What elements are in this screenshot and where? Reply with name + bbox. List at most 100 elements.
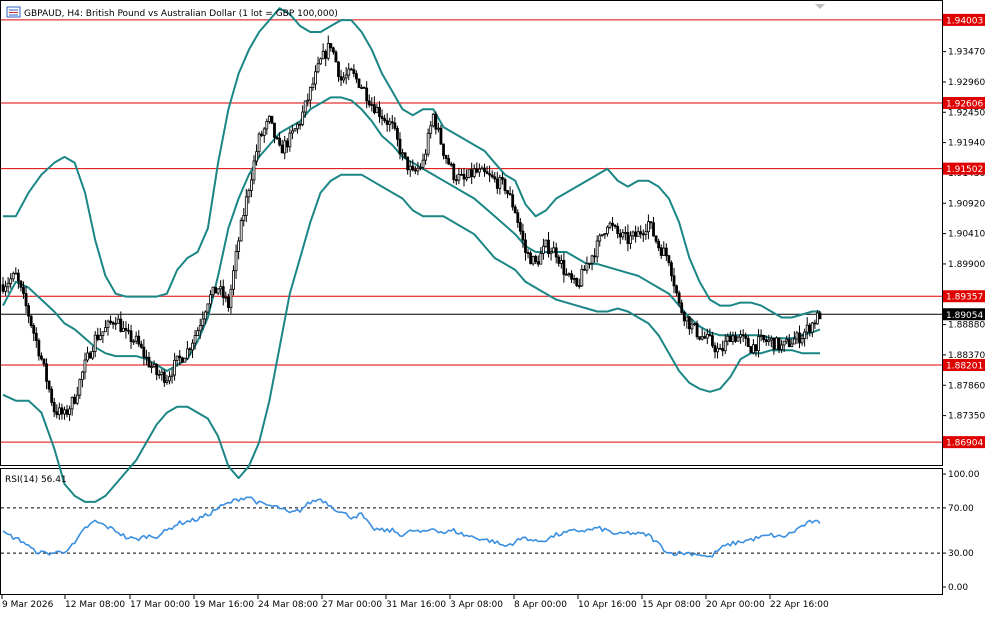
candle — [472, 164, 476, 179]
candle — [475, 162, 479, 174]
candle-body — [603, 233, 607, 236]
candle — [636, 226, 640, 237]
candle-body — [449, 163, 453, 166]
candle — [518, 217, 522, 235]
candle — [426, 128, 430, 157]
candle-body — [810, 322, 814, 333]
candle — [462, 168, 466, 187]
candle — [308, 86, 312, 108]
price-level-tag: 1.89357 — [943, 290, 985, 303]
candle-body — [490, 174, 494, 178]
candle-body — [524, 239, 527, 253]
candle — [214, 286, 217, 294]
candle — [431, 112, 435, 128]
candle — [311, 77, 315, 91]
candle-body — [611, 222, 614, 226]
candle-body — [575, 278, 579, 287]
candle — [244, 188, 248, 222]
price-level-tag: 1.86904 — [943, 436, 985, 449]
candle — [37, 338, 41, 361]
candle-body — [188, 348, 192, 351]
candle-body — [685, 316, 689, 322]
candle — [378, 101, 381, 123]
price-level-tag: 1.92606 — [943, 96, 985, 109]
scroll-marker-icon[interactable] — [815, 4, 825, 9]
candle-body — [700, 336, 704, 340]
candle-body — [403, 152, 407, 158]
candle — [672, 267, 676, 294]
candle — [224, 291, 228, 303]
bollinger-lower-band — [2, 173, 820, 503]
candle — [613, 223, 617, 229]
candle-body — [716, 347, 719, 353]
candle-body — [475, 168, 479, 173]
candle-body — [132, 340, 136, 343]
candle-body — [73, 396, 77, 404]
candle-body — [229, 288, 233, 308]
candle — [436, 122, 440, 133]
candle — [104, 319, 107, 333]
candle — [355, 70, 358, 84]
candle-body — [134, 335, 138, 342]
bollinger-upper-band — [3, 7, 820, 319]
chart-header: GBPAUD, H4: British Pound vs Australian … — [6, 6, 338, 19]
candle — [296, 122, 299, 134]
candle — [293, 127, 297, 132]
candle-body — [247, 190, 251, 198]
candle-body — [498, 176, 502, 189]
candle-body — [657, 240, 661, 249]
candle — [480, 165, 484, 170]
candle — [252, 155, 256, 185]
candle — [275, 135, 279, 141]
candle — [60, 403, 64, 420]
candle — [559, 254, 563, 269]
candle — [80, 370, 84, 388]
candle-body — [14, 272, 18, 275]
price-level-tag-bg — [943, 13, 985, 26]
candle-body — [767, 339, 771, 343]
candle-body — [390, 121, 394, 124]
candle — [34, 327, 38, 348]
candle — [385, 113, 389, 132]
candle — [175, 355, 179, 367]
candle-body — [219, 286, 223, 290]
candle-body — [349, 68, 353, 71]
candle — [577, 278, 581, 289]
candle-body — [705, 333, 709, 339]
candle — [70, 396, 74, 416]
candle — [657, 238, 661, 252]
candle — [721, 340, 725, 357]
candle-body — [419, 166, 422, 169]
candle-body — [670, 262, 673, 277]
candle — [782, 340, 786, 352]
current-price-tag-bg — [943, 308, 985, 321]
candle — [119, 311, 123, 333]
chart-window-icon[interactable] — [6, 6, 21, 18]
candle — [221, 279, 225, 306]
candle — [675, 284, 678, 297]
candle — [726, 333, 730, 346]
candle — [139, 340, 143, 349]
candle — [88, 350, 92, 359]
rsi-tick-label: 0.00 — [948, 583, 968, 593]
candle-body — [787, 338, 791, 347]
price-tick-label: 1.90410 — [948, 230, 985, 240]
candle — [367, 94, 371, 108]
candle-body — [6, 283, 10, 288]
candle-body — [429, 125, 433, 134]
price-level-tag-bg — [943, 358, 985, 371]
candle — [298, 122, 302, 130]
price-tick-label: 1.87860 — [948, 381, 985, 391]
candle-body — [593, 255, 597, 258]
candle — [370, 97, 374, 112]
candle-body — [503, 178, 507, 191]
candle-body — [68, 408, 71, 415]
candle — [188, 347, 192, 356]
candle — [795, 330, 799, 344]
candle-body — [93, 334, 97, 352]
candle-body — [613, 225, 617, 227]
candle-body — [590, 255, 594, 264]
candle — [708, 328, 712, 337]
candle — [734, 331, 737, 343]
candle-body — [137, 335, 141, 345]
